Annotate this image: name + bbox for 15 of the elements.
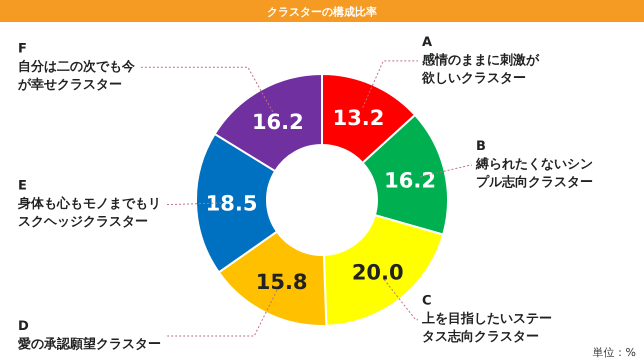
slice-label: D 愛の承認願望クラスター xyxy=(18,319,161,352)
data-label: 16.2 xyxy=(252,110,304,134)
slice-label: F 自分は二の次でも今が幸せクラスター xyxy=(17,41,136,92)
chart-title: クラスターの構成比率 xyxy=(267,6,377,18)
data-label: 20.0 xyxy=(352,260,404,284)
data-label: 15.8 xyxy=(256,270,308,294)
title-bar: クラスターの構成比率 xyxy=(0,0,644,22)
data-label: 18.5 xyxy=(206,192,258,216)
slice-label: B 縛られたくないシンプル志向クラスター xyxy=(474,139,593,190)
text: 単位：% xyxy=(592,346,636,359)
slice-label: A 感情のままに刺激が欲しいクラスター xyxy=(421,34,540,86)
slice-label: E 身体も心もモノまでもリスクヘッジクラスター xyxy=(17,178,161,230)
slice-label: C 上を目指したいステータス志向クラスター xyxy=(421,294,552,345)
data-label: 13.2 xyxy=(332,106,384,130)
data-label: 16.2 xyxy=(384,168,436,192)
